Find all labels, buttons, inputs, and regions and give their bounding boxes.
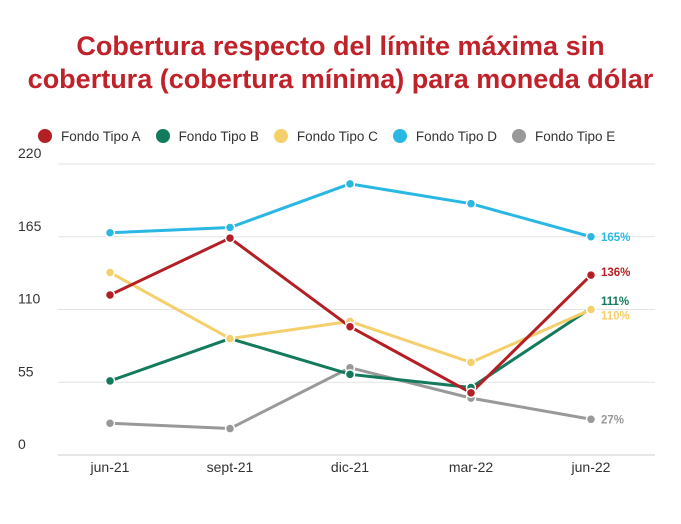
legend-item-fondo-e: Fondo Tipo E bbox=[511, 128, 616, 144]
legend-item-fondo-b: Fondo Tipo B bbox=[155, 128, 259, 144]
data-point-fondo-tipo-e-jun-22 bbox=[585, 414, 597, 425]
chart-title: Cobertura respecto del límite máxima sin… bbox=[0, 30, 681, 96]
data-point-fondo-tipo-d-jun-21 bbox=[104, 227, 116, 239]
chart-legend: Fondo Tipo A Fondo Tipo B Fondo Tipo C F… bbox=[38, 126, 630, 146]
legend-item-fondo-a: Fondo Tipo A bbox=[38, 129, 141, 144]
x-tick-label-jun-22: jun-22 bbox=[571, 459, 611, 475]
y-tick-label-220: 220 bbox=[18, 145, 42, 161]
data-point-fondo-tipo-a-dic-21 bbox=[344, 321, 356, 332]
series-line-fondo-tipo-d bbox=[108, 182, 593, 239]
legend-swatch-fondo-b bbox=[155, 129, 170, 143]
data-point-fondo-tipo-c-jun-21 bbox=[104, 267, 116, 278]
data-point-fondo-tipo-a-mar-22 bbox=[465, 387, 477, 399]
x-tick-label-jun-21: jun-21 bbox=[90, 459, 130, 475]
data-point-fondo-tipo-d-jun-22 bbox=[585, 231, 597, 242]
y-tick-label-165: 165 bbox=[18, 218, 42, 234]
chart-title-line-2: cobertura (cobertura mínima) para moneda… bbox=[27, 64, 654, 94]
end-label-fondo-tipo-c: 110% bbox=[601, 311, 630, 323]
data-point-fondo-tipo-e-jun-21 bbox=[104, 418, 116, 429]
data-point-fondo-tipo-d-sept-21 bbox=[224, 222, 236, 233]
data-point-fondo-tipo-c-sept-21 bbox=[224, 333, 236, 344]
legend-label-fondo-b: Fondo Tipo B bbox=[178, 128, 259, 144]
data-point-fondo-tipo-c-mar-22 bbox=[465, 357, 477, 368]
y-tick-label-110: 110 bbox=[18, 291, 41, 307]
data-point-fondo-tipo-d-dic-21 bbox=[344, 178, 356, 190]
end-label-fondo-tipo-d: 165% bbox=[601, 232, 630, 244]
legend-swatch-fondo-a bbox=[38, 129, 52, 143]
end-label-fondo-tipo-a: 136% bbox=[601, 267, 630, 279]
data-point-fondo-tipo-d-mar-22 bbox=[465, 198, 477, 209]
end-label-fondo-tipo-b: 111% bbox=[601, 296, 629, 308]
chart-title-line-1: Cobertura respecto del límite máxima sin bbox=[76, 31, 605, 61]
legend-swatch-fondo-e bbox=[511, 129, 526, 143]
legend-label-fondo-a: Fondo Tipo A bbox=[61, 128, 141, 144]
y-tick-label-55: 55 bbox=[18, 363, 34, 379]
data-point-fondo-tipo-a-jun-21 bbox=[104, 289, 116, 301]
x-tick-label-dic-21: dic-21 bbox=[331, 459, 369, 475]
legend-item-fondo-c: Fondo Tipo C bbox=[273, 128, 378, 144]
legend-swatch-fondo-d bbox=[392, 129, 407, 143]
x-tick-label-sept-21: sept-21 bbox=[207, 459, 254, 475]
data-point-fondo-tipo-a-sept-21 bbox=[224, 232, 236, 244]
data-point-fondo-tipo-b-jun-21 bbox=[104, 375, 116, 387]
data-point-fondo-tipo-c-jun-22 bbox=[585, 304, 597, 315]
x-tick-label-mar-22: mar-22 bbox=[449, 459, 494, 475]
y-tick-label-0: 0 bbox=[18, 436, 26, 452]
end-label-fondo-tipo-e: 27% bbox=[601, 414, 624, 426]
legend-label-fondo-d: Fondo Tipo D bbox=[415, 128, 497, 144]
data-point-fondo-tipo-e-sept-21 bbox=[224, 423, 236, 434]
data-point-fondo-tipo-a-jun-22 bbox=[585, 269, 597, 281]
legend-label-fondo-c: Fondo Tipo C bbox=[296, 128, 378, 144]
legend-item-fondo-d: Fondo Tipo D bbox=[392, 128, 497, 144]
legend-label-fondo-e: Fondo Tipo E bbox=[534, 128, 616, 144]
data-point-fondo-tipo-b-dic-21 bbox=[344, 369, 356, 380]
legend-swatch-fondo-c bbox=[273, 129, 288, 143]
